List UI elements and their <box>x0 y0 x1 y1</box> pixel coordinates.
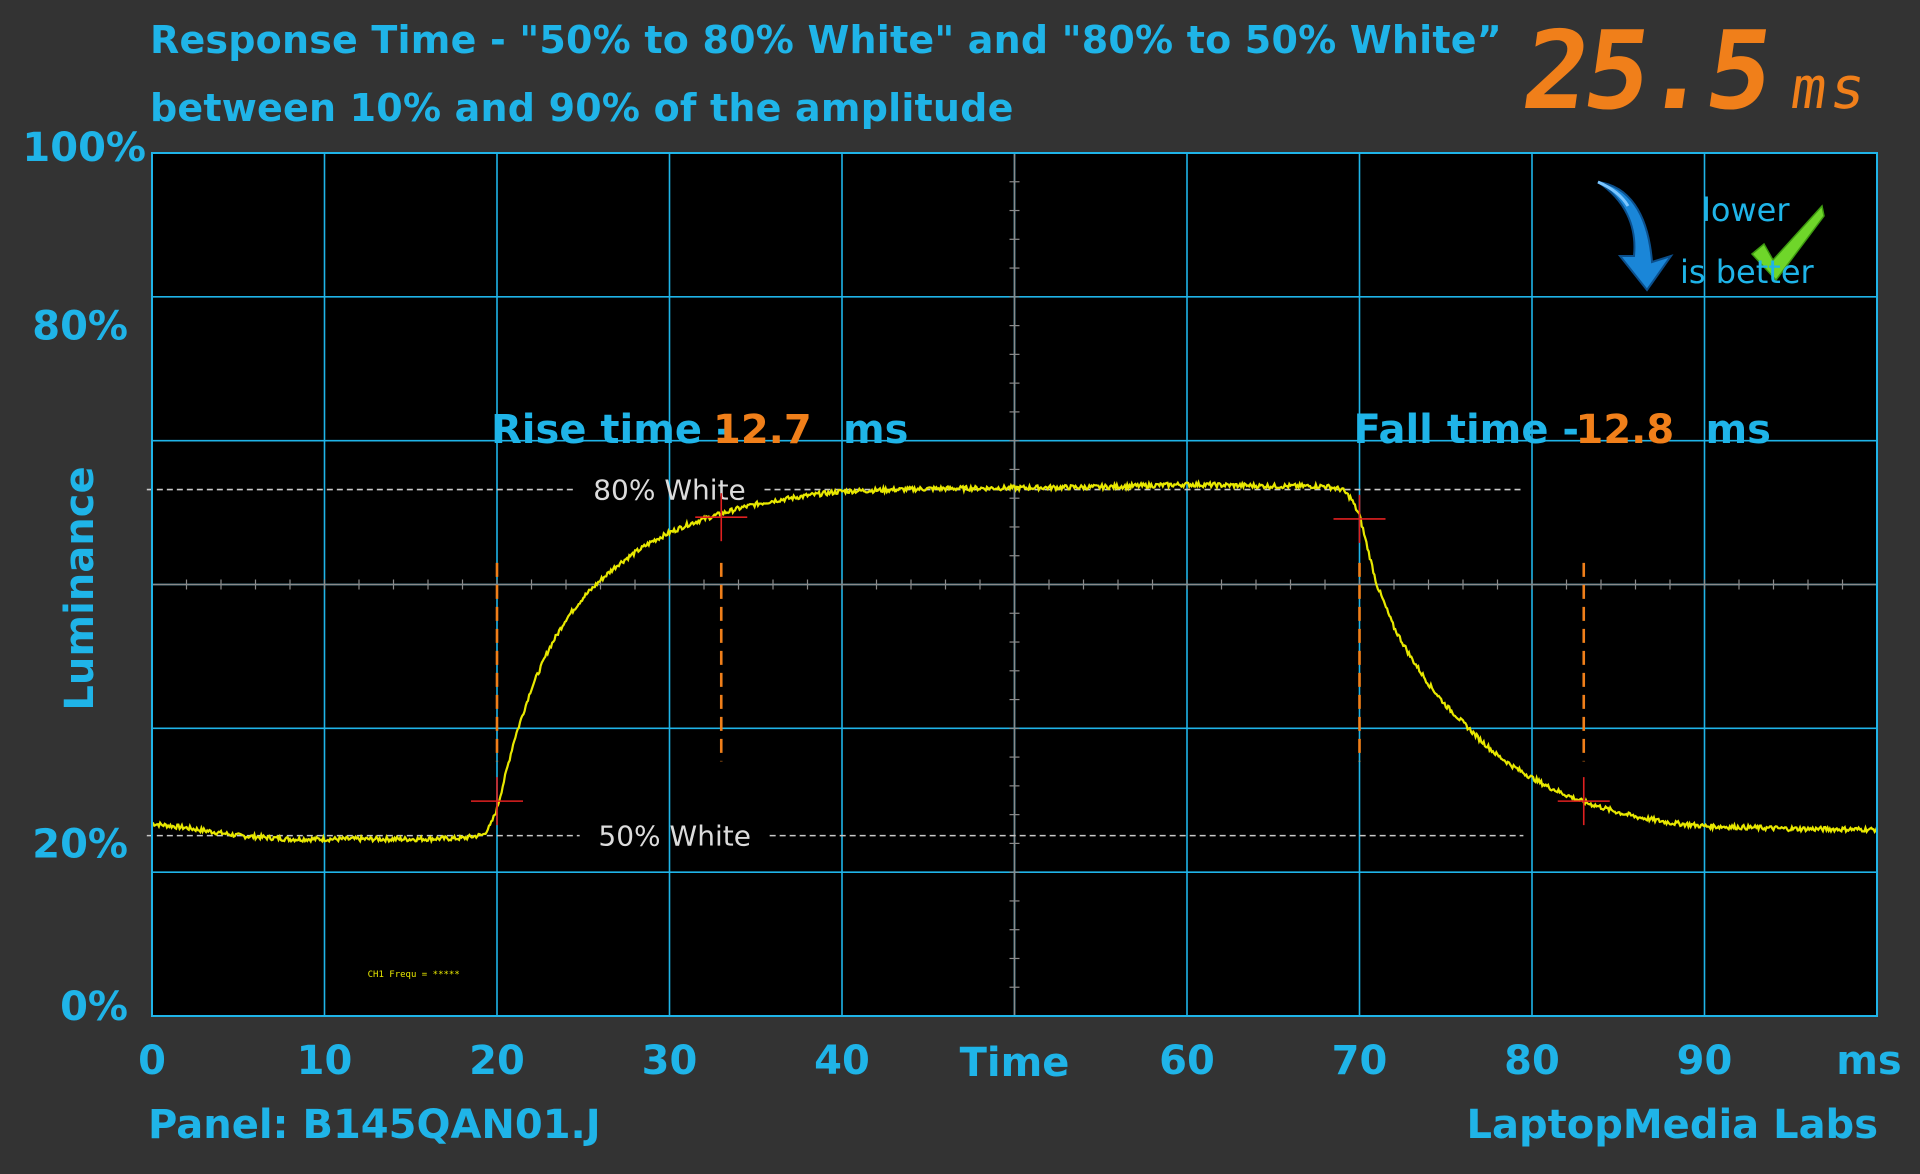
panel-model: Panel: B145QAN01.J <box>148 1102 601 1148</box>
scope-status-text: CH1 Frequ = ***** <box>368 970 460 980</box>
badge-line-1: lower <box>1702 191 1790 229</box>
x-axis-label: Time <box>960 1040 1070 1086</box>
brand-label: LaptopMedia Labs <box>1466 1102 1878 1148</box>
plot-border <box>151 152 1878 1017</box>
x-axis-ticks: 0 10 20 30 40 60 70 80 90 <box>138 1038 1732 1084</box>
reference-line-label: 50% White <box>598 820 751 853</box>
annotations: Rise time - 12.7 ms Fall time - 12.8 ms <box>491 407 1772 762</box>
x-tick-label: 30 <box>642 1038 698 1084</box>
lower-is-better-badge: lower is better <box>1597 180 1825 292</box>
y-axis-label: Luminance <box>57 466 103 710</box>
x-tick-label: 80 <box>1504 1038 1560 1084</box>
y-tick-label: 0% <box>60 984 128 1030</box>
annotation-label: Fall time - <box>1354 407 1580 453</box>
annotation-label: Rise time - <box>491 407 733 453</box>
badge-line-2: is better <box>1680 253 1815 291</box>
x-tick-label: 10 <box>297 1038 353 1084</box>
green-checkmark-icon <box>1750 204 1825 282</box>
grid-lines <box>152 153 1877 1016</box>
luminance-trace <box>151 479 1879 845</box>
x-tick-label: 70 <box>1332 1038 1388 1084</box>
annotation-value: 12.7 <box>713 407 812 453</box>
annotation-unit: ms <box>843 407 909 453</box>
x-axis-unit: ms <box>1836 1038 1902 1084</box>
chart-subtitle: between 10% and 90% of the amplitude <box>150 86 1014 130</box>
y-tick-label: 100% <box>22 125 146 171</box>
x-tick-label: 0 <box>138 1038 166 1084</box>
y-tick-label: 80% <box>32 304 128 350</box>
x-tick-label: 40 <box>814 1038 870 1084</box>
reference-line-label: 80% White <box>593 474 746 507</box>
reference-lines: 80% White 50% White <box>146 474 1524 853</box>
chart-title: Response Time - "50% to 80% White" and "… <box>150 18 1502 62</box>
blue-curved-down-arrow-icon <box>1597 180 1674 292</box>
measurement-markers <box>471 493 1610 826</box>
x-tick-label: 60 <box>1159 1038 1215 1084</box>
x-tick-label: 90 <box>1677 1038 1733 1084</box>
annotation-value: 12.8 <box>1576 407 1675 453</box>
x-tick-label: 20 <box>469 1038 525 1084</box>
y-axis-ticks: 0% 20% 80% 100% <box>22 125 146 1030</box>
y-tick-label: 20% <box>32 821 128 867</box>
annotation-unit: ms <box>1706 407 1772 453</box>
